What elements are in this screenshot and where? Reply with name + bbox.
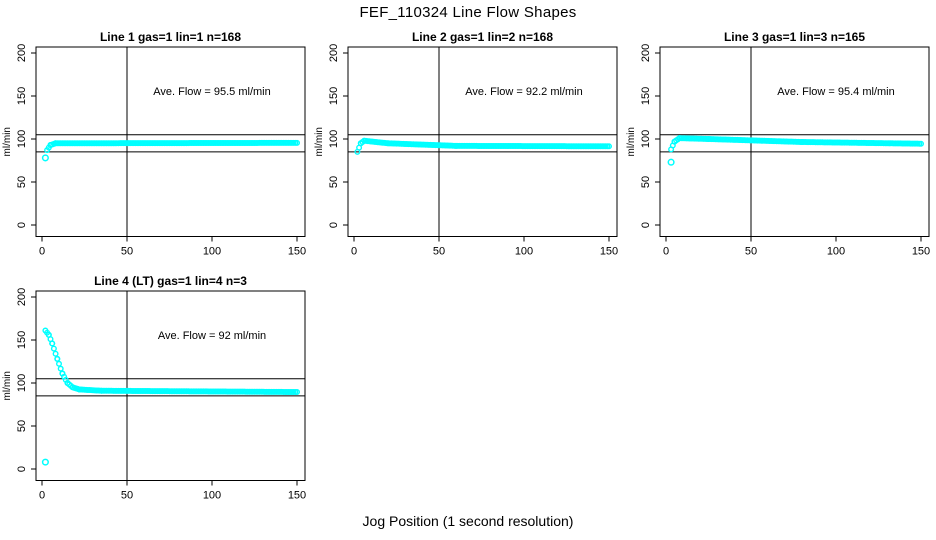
x-tick-label: 50 — [121, 490, 133, 502]
y-tick-label: 0 — [16, 466, 28, 472]
ave-flow-annotation: Ave. Flow = 92 ml/min — [158, 330, 266, 342]
x-tick-label: 0 — [39, 490, 45, 502]
x-tick-label: 50 — [433, 246, 445, 258]
subplot-title: Line 2 gas=1 lin=2 n=168 — [412, 30, 553, 44]
ave-flow-annotation: Ave. Flow = 95.5 ml/min — [153, 86, 270, 98]
ave-flow-annotation: Ave. Flow = 92.2 ml/min — [465, 86, 582, 98]
data-point — [54, 355, 61, 362]
x-tick-label: 100 — [203, 490, 221, 502]
y-tick-label: 50 — [328, 176, 340, 188]
data-point — [294, 139, 301, 146]
x-tick-label: 150 — [288, 490, 306, 502]
y-tick-label: 200 — [16, 44, 28, 62]
x-tick-label: 150 — [288, 246, 306, 258]
x-tick-label: 0 — [39, 246, 45, 258]
y-tick-label: 200 — [640, 44, 652, 62]
y-tick-label: 0 — [16, 222, 28, 228]
x-tick-label: 0 — [663, 246, 669, 258]
x-tick-label: 150 — [912, 246, 930, 258]
y-tick-label: 50 — [640, 176, 652, 188]
y-tick-label: 100 — [16, 374, 28, 392]
x-tick-label: 0 — [351, 246, 357, 258]
subplot-title: Line 3 gas=1 lin=3 n=165 — [724, 30, 865, 44]
plot-box — [659, 46, 930, 237]
y-tick-label: 200 — [328, 44, 340, 62]
data-point — [918, 140, 925, 147]
y-tick-label: 0 — [328, 222, 340, 228]
page-title: FEF_110324 Line Flow Shapes — [359, 4, 577, 21]
y-tick-label: 0 — [640, 222, 652, 228]
y-tick-label: 50 — [16, 176, 28, 188]
outlier-point — [41, 458, 49, 466]
x-tick-label: 150 — [600, 246, 618, 258]
subplot-line-2: 0 50 100 150 0 50 100 150 200 ml/min Line 2 gas=1 … — [314, 30, 618, 258]
y-axis-unit-label: ml/min — [2, 371, 13, 400]
y-tick-label: 50 — [16, 420, 28, 432]
y-tick-label: 150 — [16, 331, 28, 349]
subplot-title: Line 4 (LT) gas=1 lin=4 n=3 — [94, 274, 247, 288]
y-tick-label: 100 — [16, 130, 28, 148]
subplot-line-1: 0 50 100 150 0 50 100 150 200 ml/min Line 1 gas=1 … — [2, 30, 306, 258]
plot-box — [35, 290, 306, 481]
y-tick-label: 200 — [16, 288, 28, 306]
y-tick-label: 150 — [640, 87, 652, 105]
plot-box — [35, 46, 306, 237]
x-tick-label: 50 — [121, 246, 133, 258]
x-tick-label: 50 — [745, 246, 757, 258]
x-tick-label: 100 — [827, 246, 845, 258]
data-point — [606, 143, 613, 150]
subplot-line-3: 0 50 100 150 0 50 100 150 200 ml/min Line 3 gas=1 … — [626, 30, 930, 258]
plot-box — [347, 46, 618, 237]
data-point — [294, 389, 301, 396]
ave-flow-annotation: Ave. Flow = 95.4 ml/min — [777, 86, 894, 98]
y-axis-unit-label: ml/min — [626, 127, 637, 156]
data-point — [50, 345, 57, 352]
data-point — [56, 360, 63, 367]
subplot-title: Line 1 gas=1 lin=1 n=168 — [100, 30, 241, 44]
outlier-point — [41, 154, 49, 162]
data-point — [57, 365, 64, 372]
data-point — [49, 340, 56, 347]
y-tick-label: 100 — [328, 130, 340, 148]
subplot-line-4: 0 50 100 150 0 50 100 150 200 ml/min Line 4 (LT) g… — [2, 274, 306, 502]
data-point — [52, 350, 59, 357]
y-tick-label: 150 — [16, 87, 28, 105]
x-tick-label: 100 — [515, 246, 533, 258]
y-tick-label: 100 — [640, 130, 652, 148]
y-axis-unit-label: ml/min — [2, 127, 13, 156]
x-axis-label: Jog Position (1 second resolution) — [362, 513, 574, 529]
y-axis-unit-label: ml/min — [314, 127, 325, 156]
outlier-point — [667, 158, 675, 166]
y-tick-label: 150 — [328, 87, 340, 105]
x-tick-label: 100 — [203, 246, 221, 258]
